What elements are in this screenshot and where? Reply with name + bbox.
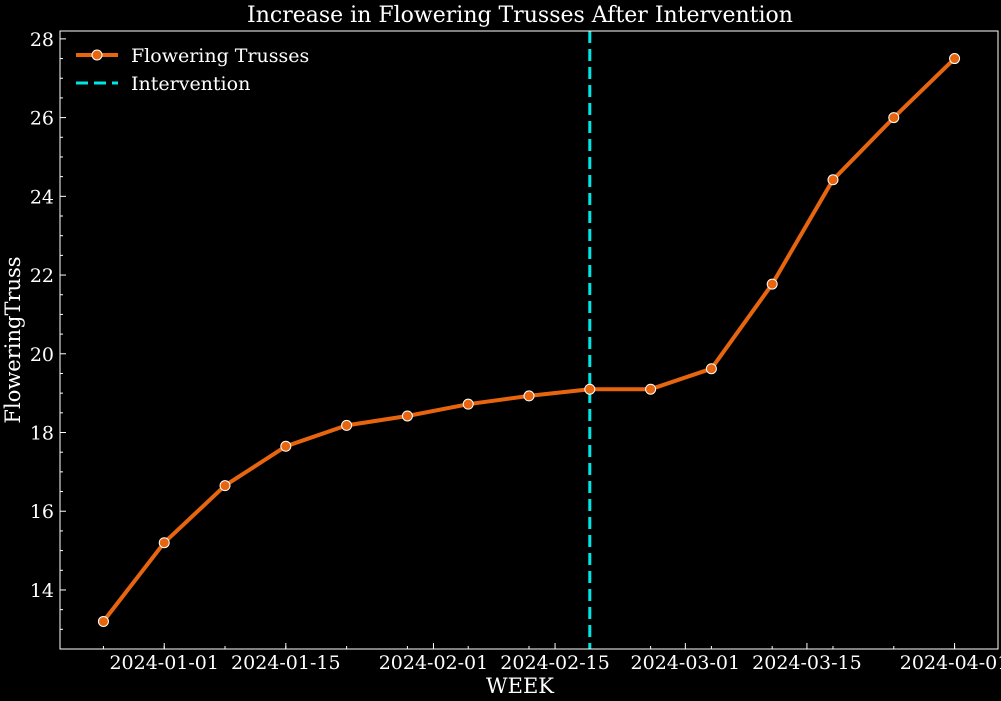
y-axis-label: FloweringTruss bbox=[1, 256, 25, 423]
legend-marker-flowering-trusses bbox=[91, 49, 103, 61]
y-tick-label: 22 bbox=[30, 265, 54, 287]
y-tick-label: 14 bbox=[30, 580, 54, 602]
chart-title: Increase in Flowering Trusses After Inte… bbox=[247, 3, 793, 28]
y-tick-label: 26 bbox=[30, 108, 54, 130]
data-point bbox=[97, 615, 109, 627]
y-tick-label: 20 bbox=[30, 344, 54, 366]
data-point bbox=[584, 383, 596, 395]
data-point bbox=[462, 398, 474, 410]
legend-label-intervention: Intervention bbox=[131, 73, 250, 95]
y-tick-label: 18 bbox=[30, 423, 54, 445]
y-ticks: 14 16 18 20 22 24 26 28 bbox=[30, 29, 66, 630]
x-tick-label: 2024-03-15 bbox=[752, 652, 862, 674]
x-tick-label: 2024-03-01 bbox=[631, 652, 741, 674]
x-ticks: 2024-01-01 2024-01-15 2024-02-01 2024-02-15… bbox=[102, 643, 1001, 674]
data-point bbox=[523, 390, 535, 402]
data-point bbox=[158, 537, 170, 549]
data-point bbox=[888, 112, 900, 124]
series-group bbox=[97, 53, 961, 627]
x-tick-label: 2024-02-15 bbox=[500, 652, 610, 674]
legend: Flowering Trusses Intervention bbox=[76, 45, 309, 95]
plot-frame bbox=[59, 30, 999, 650]
data-point bbox=[705, 363, 717, 375]
data-point bbox=[645, 383, 657, 395]
data-point bbox=[827, 174, 839, 186]
y-tick-label: 16 bbox=[30, 501, 54, 523]
data-point bbox=[949, 53, 961, 65]
legend-label-flowering-trusses: Flowering Trusses bbox=[131, 45, 309, 67]
data-point bbox=[341, 419, 353, 431]
x-tick-label: 2024-02-01 bbox=[379, 652, 489, 674]
x-tick-label: 2024-01-01 bbox=[109, 652, 219, 674]
data-point bbox=[401, 410, 413, 422]
data-point bbox=[766, 278, 778, 290]
x-tick-label: 2024-01-15 bbox=[231, 652, 341, 674]
x-axis-label: WEEK bbox=[486, 674, 554, 698]
data-point bbox=[219, 480, 231, 492]
y-tick-label: 28 bbox=[30, 29, 54, 51]
data-point bbox=[280, 440, 292, 452]
x-tick-label: 2024-04-01 bbox=[900, 652, 1001, 674]
y-tick-label: 24 bbox=[30, 186, 54, 208]
